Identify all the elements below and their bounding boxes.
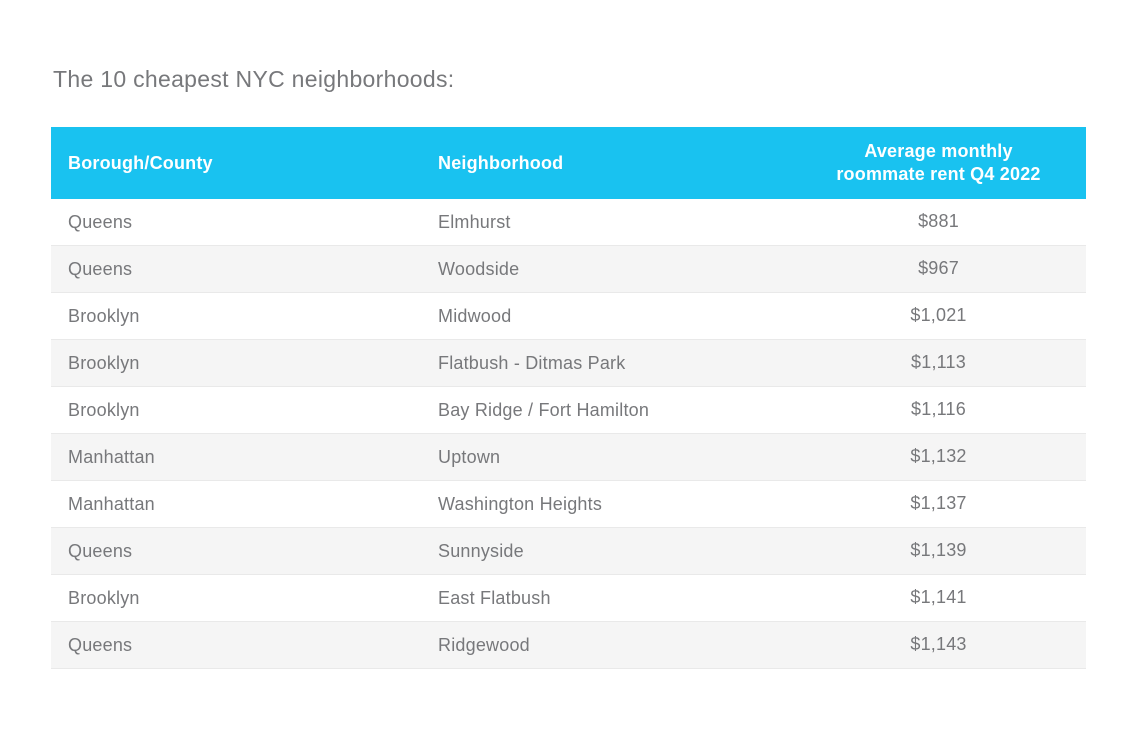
table-row: Queens Sunnyside $1,139: [51, 528, 1086, 575]
table-row: Brooklyn East Flatbush $1,141: [51, 575, 1086, 622]
cell-neighborhood: Ridgewood: [438, 634, 530, 655]
table-row: Brooklyn Midwood $1,021: [51, 293, 1086, 340]
cell-borough: Manhattan: [68, 493, 155, 514]
table-row: Manhattan Uptown $1,132: [51, 434, 1086, 481]
cell-rent: $1,132: [910, 446, 967, 467]
table-row: Queens Woodside $967: [51, 246, 1086, 293]
cell-rent: $1,143: [910, 634, 967, 655]
header-neighborhood: Neighborhood: [438, 152, 564, 173]
cell-rent: $1,139: [910, 540, 967, 561]
cell-neighborhood: Elmhurst: [438, 211, 511, 232]
header-average-rent: Average monthly roommate rent Q4 2022: [791, 140, 1086, 186]
cell-borough: Brooklyn: [68, 352, 140, 373]
cell-neighborhood: Woodside: [438, 258, 520, 279]
cell-rent: $1,021: [910, 305, 967, 326]
cell-neighborhood: Flatbush - Ditmas Park: [438, 352, 626, 373]
table-row: Brooklyn Bay Ridge / Fort Hamilton $1,11…: [51, 387, 1086, 434]
table-header-row: Borough/County Neighborhood Average mont…: [51, 127, 1086, 199]
table-body: Queens Elmhurst $881 Queens Woodside $96…: [51, 199, 1086, 669]
cell-borough: Brooklyn: [68, 399, 140, 420]
cell-borough: Queens: [68, 634, 133, 655]
cell-neighborhood: Sunnyside: [438, 540, 524, 561]
page-title: The 10 cheapest NYC neighborhoods:: [53, 66, 455, 92]
header-average-rent-line1: Average monthly: [864, 140, 1013, 161]
table-row: Queens Ridgewood $1,143: [51, 622, 1086, 669]
cell-neighborhood: Midwood: [438, 305, 512, 326]
cell-borough: Queens: [68, 258, 133, 279]
header-average-rent-line2: roommate rent Q4 2022: [836, 164, 1041, 184]
cell-borough: Manhattan: [68, 446, 155, 467]
cell-neighborhood: East Flatbush: [438, 587, 551, 608]
table-row: Brooklyn Flatbush - Ditmas Park $1,113: [51, 340, 1086, 387]
cell-neighborhood: Uptown: [438, 446, 501, 467]
table-row: Manhattan Washington Heights $1,137: [51, 481, 1086, 528]
cell-borough: Brooklyn: [68, 587, 140, 608]
header-borough-county: Borough/County: [68, 152, 213, 173]
cell-rent: $1,113: [911, 352, 966, 373]
cell-neighborhood: Washington Heights: [438, 493, 603, 514]
cell-rent: $881: [918, 211, 959, 232]
cell-rent: $1,141: [910, 587, 967, 608]
cell-rent: $1,116: [911, 399, 966, 420]
rent-table: Borough/County Neighborhood Average mont…: [51, 127, 1086, 669]
table-row: Queens Elmhurst $881: [51, 199, 1086, 246]
cell-neighborhood: Bay Ridge / Fort Hamilton: [438, 399, 650, 420]
cell-borough: Queens: [68, 211, 133, 232]
cell-rent: $1,137: [910, 493, 967, 514]
cell-rent: $967: [918, 258, 959, 279]
cell-borough: Brooklyn: [68, 305, 140, 326]
cell-borough: Queens: [68, 540, 133, 561]
